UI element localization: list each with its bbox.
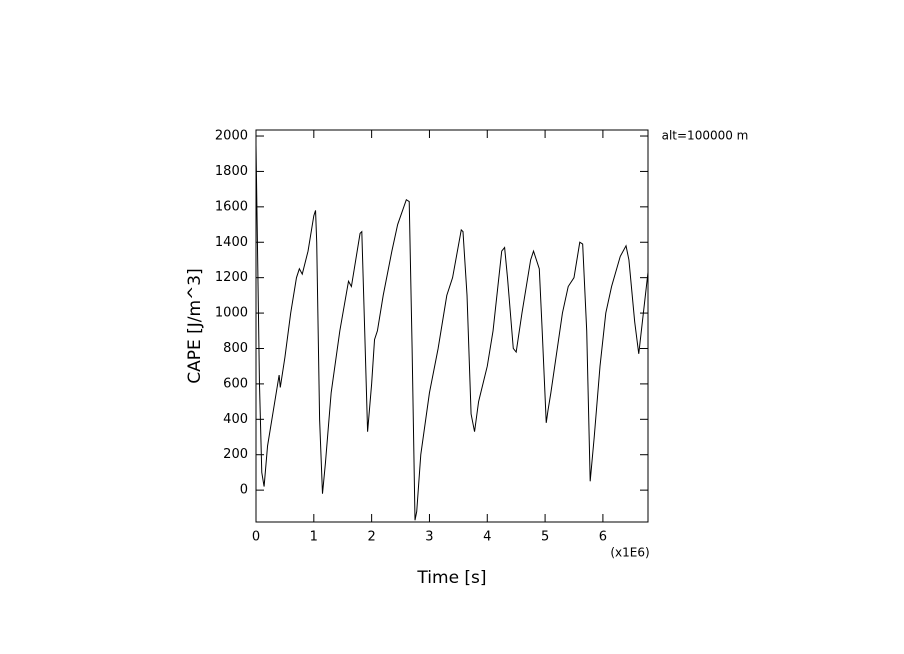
x-tick-label: 5	[541, 530, 549, 545]
y-tick-label: 1200	[215, 270, 248, 285]
plot-frame	[255, 129, 649, 523]
y-tick-label: 0	[240, 483, 248, 498]
x-tick-label: 4	[483, 530, 491, 545]
x-axis-label: Time [s]	[416, 568, 486, 588]
y-tick-label: 1000	[215, 306, 248, 321]
x-tick-label: 1	[310, 530, 318, 545]
x-tick-label: 2	[367, 530, 375, 545]
x-tick-label: 0	[252, 530, 260, 545]
y-tick-label: 2000	[215, 129, 248, 144]
y-tick-label: 800	[223, 341, 248, 356]
y-axis-label: CAPE [J/m^3]	[185, 268, 205, 384]
y-tick-label: 1800	[215, 164, 248, 179]
y-tick-label: 200	[223, 447, 248, 462]
x-scale-label: (x1E6)	[610, 546, 649, 560]
y-tick-label: 400	[223, 412, 248, 427]
y-tick-label: 1400	[215, 235, 248, 250]
x-tick-label: 6	[599, 530, 607, 545]
y-tick-label: 1600	[215, 199, 248, 214]
x-tick-label: 3	[425, 530, 433, 545]
annotation: alt=100000 m	[662, 129, 749, 143]
data-line	[255, 144, 649, 521]
y-tick-label: 600	[223, 376, 248, 391]
